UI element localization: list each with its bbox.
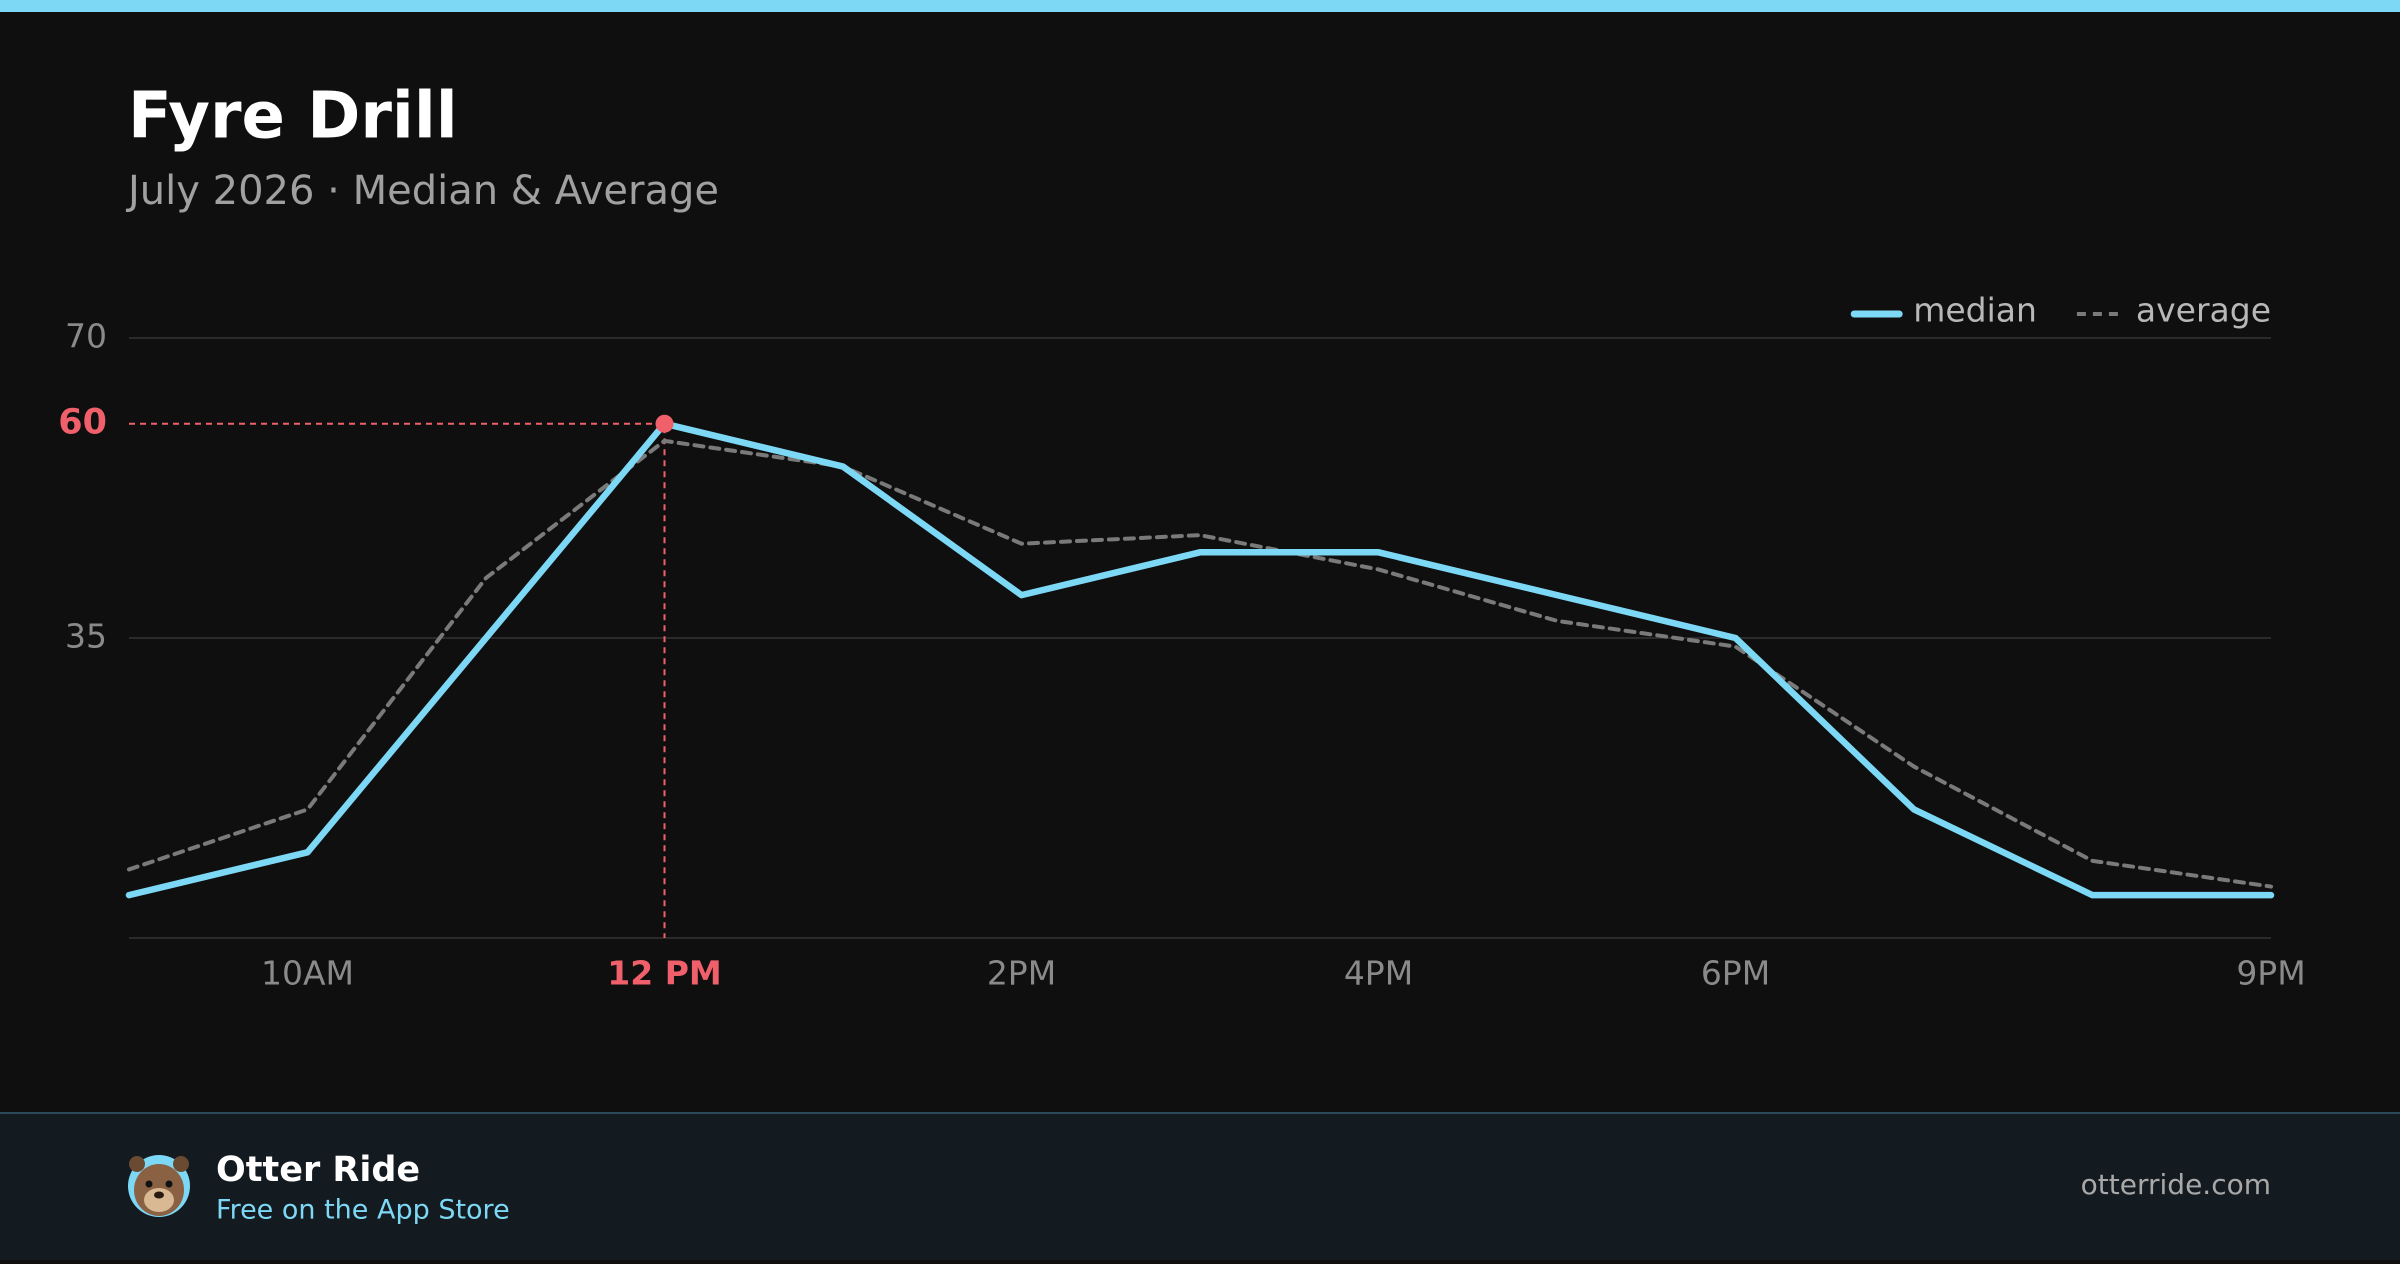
highlight-point xyxy=(655,414,674,433)
plot: 35 70 10AM 12 PM 2PM 4PM 6PM 9PM 60 average median xyxy=(58,291,2305,993)
highlight-guide xyxy=(129,422,666,938)
x-tick-label: 12 PM xyxy=(607,954,721,993)
top-stripe xyxy=(0,0,2400,12)
x-tick-label: 2PM xyxy=(987,954,1056,993)
series-line xyxy=(127,438,2273,889)
highlight-value-label: 60 xyxy=(58,403,107,443)
app-tagline[interactable]: Free on the App Store xyxy=(216,1195,510,1226)
site-link[interactable]: otterride.com xyxy=(2081,1168,2271,1201)
x-tick-label: 9PM xyxy=(2236,954,2305,993)
app-logo xyxy=(128,1155,190,1217)
legend-label: average xyxy=(2136,291,2271,330)
y-tick-label: 70 xyxy=(65,317,107,356)
x-tick-label: 4PM xyxy=(1344,954,1413,993)
x-tick-label: 10AM xyxy=(261,954,354,993)
x-tick-label: 6PM xyxy=(1701,954,1770,993)
series-line xyxy=(125,420,2275,899)
app-name: Otter Ride xyxy=(216,1150,420,1190)
chart-title: Fyre Drill xyxy=(128,80,458,154)
y-tick-label: 35 xyxy=(65,617,107,656)
footer xyxy=(0,1113,2400,1260)
chart-subtitle: July 2026 · Median & Average xyxy=(125,168,719,214)
legend-label: median xyxy=(1913,291,2037,330)
